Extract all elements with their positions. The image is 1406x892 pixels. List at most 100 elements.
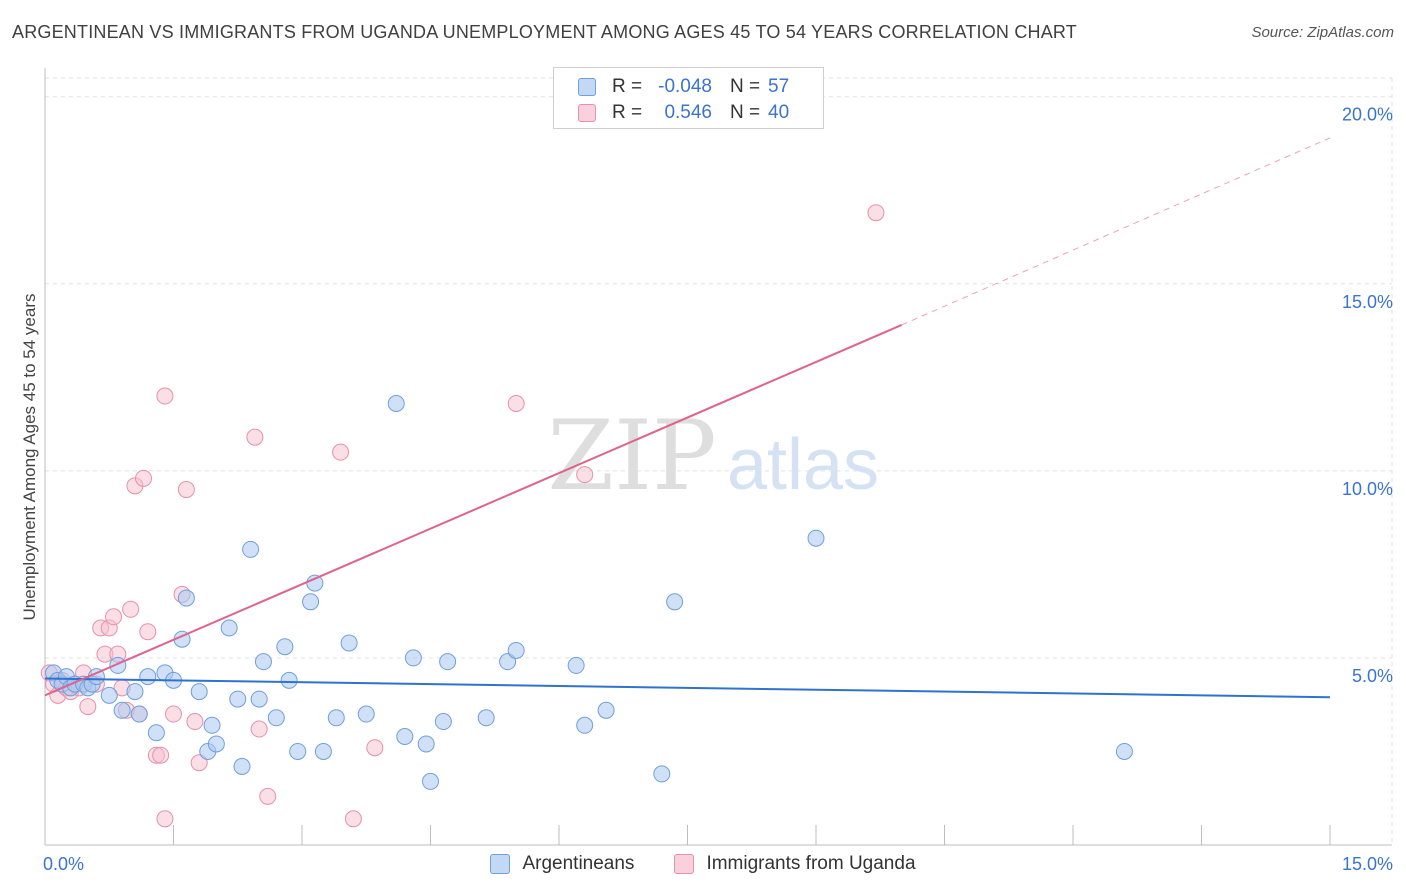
uganda-point-30 bbox=[186, 713, 204, 731]
uganda-point-26 bbox=[156, 387, 174, 405]
argentineans-point-39 bbox=[340, 634, 358, 652]
legend-row-argentineans: R = -0.048 N = 57 bbox=[578, 75, 789, 99]
argentineans-point-55 bbox=[666, 593, 684, 611]
argentineans-point-46 bbox=[434, 713, 452, 731]
argentineans-point-15 bbox=[139, 668, 157, 686]
uganda-point-29 bbox=[177, 481, 195, 499]
legend-swatch-blue bbox=[578, 78, 596, 96]
argentineans-point-44 bbox=[417, 735, 435, 753]
r-label: R = bbox=[612, 102, 643, 123]
uganda-point-36 bbox=[344, 810, 362, 828]
legend-swatch-blue bbox=[490, 854, 511, 874]
legend-item-argentineans: Argentineans bbox=[490, 853, 634, 875]
gridlines bbox=[45, 77, 1393, 845]
argentineans-point-33 bbox=[280, 671, 298, 689]
argentineans-point-32 bbox=[276, 638, 294, 656]
argentineans-point-25 bbox=[220, 619, 238, 637]
uganda-point-22 bbox=[139, 623, 157, 641]
argentineans-point-29 bbox=[250, 690, 268, 708]
uganda-point-38 bbox=[507, 395, 525, 413]
legend-label: Immigrants from Uganda bbox=[706, 853, 916, 874]
uganda-point-14 bbox=[105, 608, 123, 626]
n-label: N = bbox=[730, 102, 761, 123]
argentineans-point-35 bbox=[302, 593, 320, 611]
argentineans-point-42 bbox=[396, 727, 414, 745]
argentineans-point-50 bbox=[507, 641, 525, 659]
trend-lines bbox=[44, 137, 1331, 699]
series-legend: Argentineans Immigrants from Uganda bbox=[0, 851, 1406, 877]
argentineans-point-23 bbox=[203, 716, 221, 734]
argentineans-point-20 bbox=[177, 589, 195, 607]
uganda-point-31 bbox=[190, 754, 208, 772]
legend-label: Argentineans bbox=[522, 853, 635, 874]
watermark-atlas: atlas bbox=[727, 425, 879, 505]
uganda-point-25 bbox=[156, 810, 174, 828]
uganda-point-39 bbox=[576, 466, 594, 484]
r-value: -0.048 bbox=[658, 76, 712, 97]
n-value: 57 bbox=[768, 76, 790, 97]
argentineans-point-30 bbox=[254, 653, 272, 671]
uganda-point-18 bbox=[122, 600, 140, 618]
legend-row-uganda: R = 0.546 N = 40 bbox=[578, 101, 789, 125]
argentineans-point-31 bbox=[267, 709, 285, 727]
argentineans-point-52 bbox=[576, 716, 594, 734]
argentineans-point-24 bbox=[207, 735, 225, 753]
x-tick-label-1: 15.0% bbox=[1342, 854, 1393, 874]
r-label: R = bbox=[612, 76, 643, 97]
y-tick-label-2: 15.0% bbox=[1342, 292, 1393, 312]
uganda-trend-extension bbox=[901, 137, 1331, 326]
argentineans-point-40 bbox=[357, 705, 375, 723]
argentineans-point-48 bbox=[477, 709, 495, 727]
correlation-legend: R = -0.048 N = 57 R = 0.546 N = 40 bbox=[553, 67, 824, 129]
legend-swatch-pink bbox=[578, 104, 596, 122]
argentineans-point-43 bbox=[404, 649, 422, 667]
r-value: 0.546 bbox=[664, 102, 712, 123]
argentineans-point-21 bbox=[190, 683, 208, 701]
argentineans-point-14 bbox=[130, 705, 148, 723]
argentineans-point-37 bbox=[314, 742, 332, 760]
chart-title: ARGENTINEAN VS IMMIGRANTS FROM UGANDA UN… bbox=[12, 22, 1078, 42]
uganda-point-27 bbox=[165, 705, 182, 723]
uganda-point-32 bbox=[246, 428, 264, 446]
y-tick-label-0: 5.0% bbox=[1352, 666, 1393, 686]
uganda-point-24 bbox=[152, 746, 170, 764]
argentineans-point-26 bbox=[229, 690, 247, 708]
argentineans-point-10 bbox=[100, 686, 118, 704]
argentineans-point-34 bbox=[289, 742, 307, 760]
argentineans-point-56 bbox=[807, 529, 825, 547]
x-tick-label-0: 0.0% bbox=[43, 854, 84, 874]
tick-labels: 5.0% 10.0% 15.0% 20.0% 0.0% 15.0% bbox=[43, 105, 1393, 874]
argentineans-point-28 bbox=[242, 540, 260, 558]
argentineans-point-54 bbox=[653, 765, 671, 783]
uganda-point-33 bbox=[250, 720, 268, 738]
legend-item-uganda: Immigrants from Uganda bbox=[674, 853, 916, 875]
argentineans-point-47 bbox=[439, 653, 457, 671]
uganda-point-35 bbox=[332, 443, 350, 461]
watermark: ZIP atlas bbox=[547, 400, 879, 512]
argentineans-point-38 bbox=[327, 709, 345, 727]
argentineans-point-51 bbox=[567, 656, 585, 674]
argentineans-point-27 bbox=[233, 757, 251, 775]
n-label: N = bbox=[730, 76, 761, 97]
n-value: 40 bbox=[768, 102, 790, 123]
watermark-zip: ZIP bbox=[547, 400, 716, 512]
argentineans-point-49 bbox=[499, 653, 517, 671]
argentineans-point-13 bbox=[126, 683, 144, 701]
argentineans-trend-line bbox=[44, 677, 1331, 699]
uganda-point-40 bbox=[867, 204, 885, 222]
series-argentineans-points bbox=[45, 395, 1133, 790]
uganda-point-37 bbox=[366, 739, 384, 757]
argentineans-point-36 bbox=[306, 574, 324, 592]
argentineans-point-45 bbox=[422, 772, 439, 790]
uganda-point-34 bbox=[259, 787, 277, 805]
uganda-point-21 bbox=[135, 469, 153, 487]
argentineans-point-41 bbox=[387, 395, 405, 413]
argentineans-point-16 bbox=[147, 724, 165, 742]
uganda-trend-line bbox=[44, 324, 903, 697]
argentineans-point-12 bbox=[113, 701, 131, 719]
source-label: Source: ZipAtlas.com bbox=[1251, 24, 1394, 41]
argentineans-point-57 bbox=[1115, 742, 1133, 760]
axes bbox=[44, 68, 1392, 846]
uganda-point-9 bbox=[79, 698, 97, 716]
